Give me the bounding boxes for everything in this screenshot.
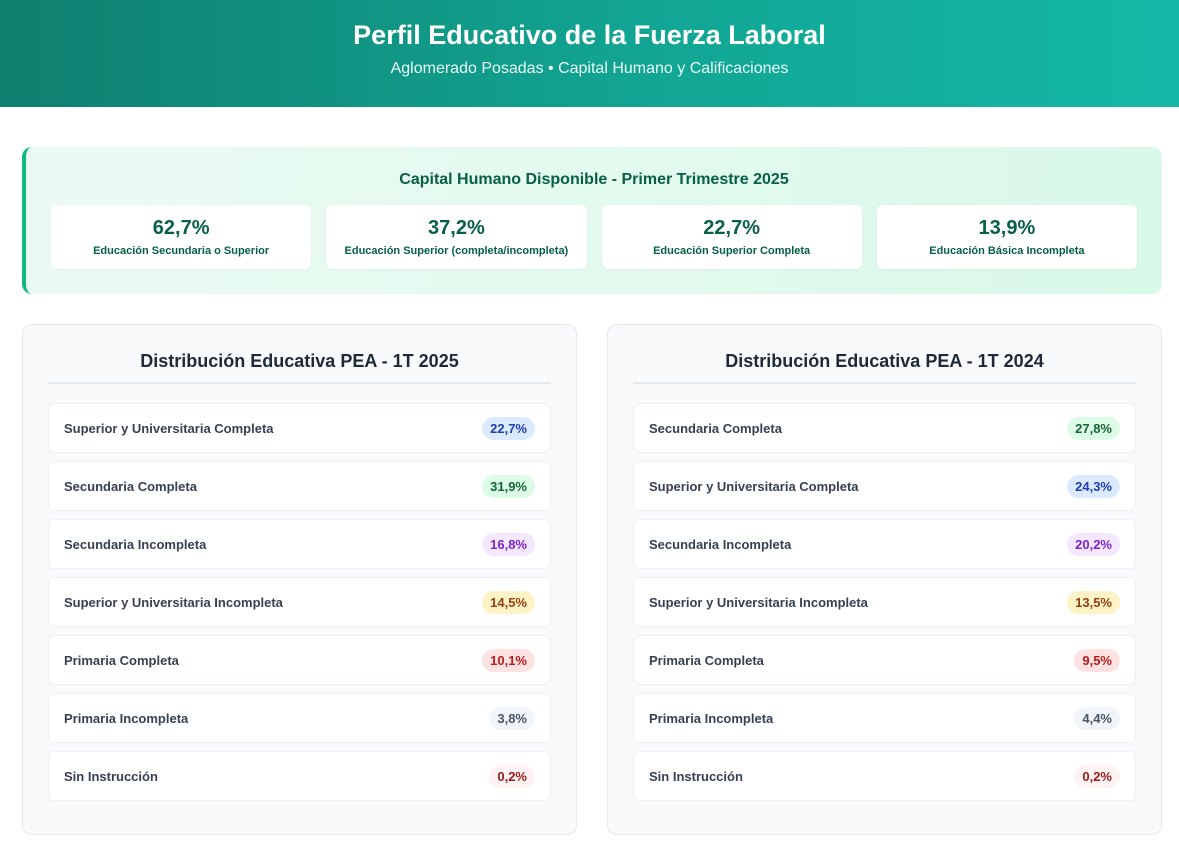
kpi-value: 22,7% bbox=[703, 217, 760, 239]
distribution-list: Secundaria Completa 27,8% Superior y Unive… bbox=[633, 403, 1136, 809]
list-item: Secundaria Completa 27,8% bbox=[633, 403, 1136, 453]
percentage-badge: 31,9% bbox=[482, 474, 535, 498]
panel-divider bbox=[48, 382, 551, 384]
percentage-badge: 16,8% bbox=[482, 532, 535, 556]
percentage-badge: 20,2% bbox=[1067, 532, 1120, 556]
education-level-label: Secundaria Completa bbox=[64, 478, 197, 494]
list-item: Primaria Completa 10,1% bbox=[48, 635, 551, 685]
capital-humano-card: Capital Humano Disponible - Primer Trime… bbox=[22, 147, 1162, 294]
page-title: Perfil Educativo de la Fuerza Laboral bbox=[353, 20, 826, 50]
education-level-label: Superior y Universitaria Incompleta bbox=[649, 594, 868, 610]
education-level-label: Primaria Incompleta bbox=[649, 710, 774, 726]
page-subtitle: Aglomerado Posadas • Capital Humano y Ca… bbox=[390, 60, 789, 77]
distribution-list: Superior y Universitaria Completa 22,7% Se… bbox=[48, 403, 551, 809]
distribution-panel-2024: Distribución Educativa PEA - 1T 2024 Sec… bbox=[607, 324, 1162, 835]
kpi-card: 37,2% Educación Superior (completa/incom… bbox=[326, 205, 587, 269]
kpi-value: 13,9% bbox=[978, 217, 1036, 239]
education-level-label: Secundaria Completa bbox=[649, 420, 782, 436]
list-item: Sin Instrucción 0,2% bbox=[633, 751, 1136, 801]
education-level-label: Primaria Incompleta bbox=[64, 710, 189, 726]
percentage-badge: 3,8% bbox=[489, 706, 535, 730]
education-level-label: Sin Instrucción bbox=[649, 768, 743, 784]
panel-divider bbox=[633, 382, 1136, 384]
list-item: Superior y Universitaria Completa 22,7% bbox=[48, 403, 551, 453]
page-header: Perfil Educativo de la Fuerza Laboral Ag… bbox=[0, 0, 1179, 107]
list-item: Superior y Universitaria Completa 24,3% bbox=[633, 461, 1136, 511]
percentage-badge: 4,4% bbox=[1074, 706, 1120, 730]
percentage-badge: 22,7% bbox=[482, 416, 535, 440]
percentage-badge: 0,2% bbox=[1074, 764, 1120, 788]
list-item: Primaria Incompleta 3,8% bbox=[48, 693, 551, 743]
education-level-label: Sin Instrucción bbox=[64, 768, 158, 784]
education-level-label: Primaria Completa bbox=[649, 652, 764, 668]
kpi-label: Educación Secundaria o Superior bbox=[93, 245, 270, 257]
percentage-badge: 9,5% bbox=[1074, 648, 1120, 672]
list-item: Sin Instrucción 0,2% bbox=[48, 751, 551, 801]
kpi-value: 62,7% bbox=[152, 217, 210, 239]
education-level-label: Secundaria Incompleta bbox=[64, 536, 207, 552]
education-level-label: Superior y Universitaria Incompleta bbox=[64, 594, 283, 610]
education-level-label: Superior y Universitaria Completa bbox=[649, 478, 859, 494]
list-item: Secundaria Incompleta 20,2% bbox=[633, 519, 1136, 569]
kpi-label: Educación Superior Completa bbox=[653, 245, 811, 257]
percentage-badge: 10,1% bbox=[482, 648, 535, 672]
kpi-card: 22,7% Educación Superior Completa bbox=[601, 205, 862, 269]
list-item: Primaria Incompleta 4,4% bbox=[633, 693, 1136, 743]
capital-title: Capital Humano Disponible - Primer Trime… bbox=[399, 171, 789, 188]
percentage-badge: 24,3% bbox=[1067, 474, 1120, 498]
list-item: Superior y Universitaria Incompleta 14,5% bbox=[48, 577, 551, 627]
kpi-value: 37,2% bbox=[428, 217, 485, 239]
kpi-label: Educación Básica Incompleta bbox=[929, 245, 1085, 257]
list-item: Primaria Completa 9,5% bbox=[633, 635, 1136, 685]
kpi-label: Educación Superior (completa/incompleta) bbox=[344, 245, 569, 257]
distribution-panel-2025: Distribución Educativa PEA - 1T 2025 Sup… bbox=[22, 324, 577, 835]
panel-title: Distribución Educativa PEA - 1T 2025 bbox=[140, 351, 459, 371]
list-item: Secundaria Incompleta 16,8% bbox=[48, 519, 551, 569]
percentage-badge: 27,8% bbox=[1067, 416, 1120, 440]
kpi-grid: 62,7% Educación Secundaria o Superior 37… bbox=[51, 205, 1137, 269]
list-item: Superior y Universitaria Incompleta 13,5% bbox=[633, 577, 1136, 627]
education-level-label: Superior y Universitaria Completa bbox=[64, 420, 274, 436]
percentage-badge: 14,5% bbox=[482, 590, 535, 614]
education-level-label: Primaria Completa bbox=[64, 652, 179, 668]
kpi-card: 62,7% Educación Secundaria o Superior bbox=[51, 205, 312, 269]
percentage-badge: 0,2% bbox=[489, 764, 535, 788]
list-item: Secundaria Completa 31,9% bbox=[48, 461, 551, 511]
kpi-card: 13,9% Educación Básica Incompleta bbox=[876, 205, 1137, 269]
panel-title: Distribución Educativa PEA - 1T 2024 bbox=[725, 351, 1044, 371]
percentage-badge: 13,5% bbox=[1067, 590, 1120, 614]
education-level-label: Secundaria Incompleta bbox=[649, 536, 792, 552]
